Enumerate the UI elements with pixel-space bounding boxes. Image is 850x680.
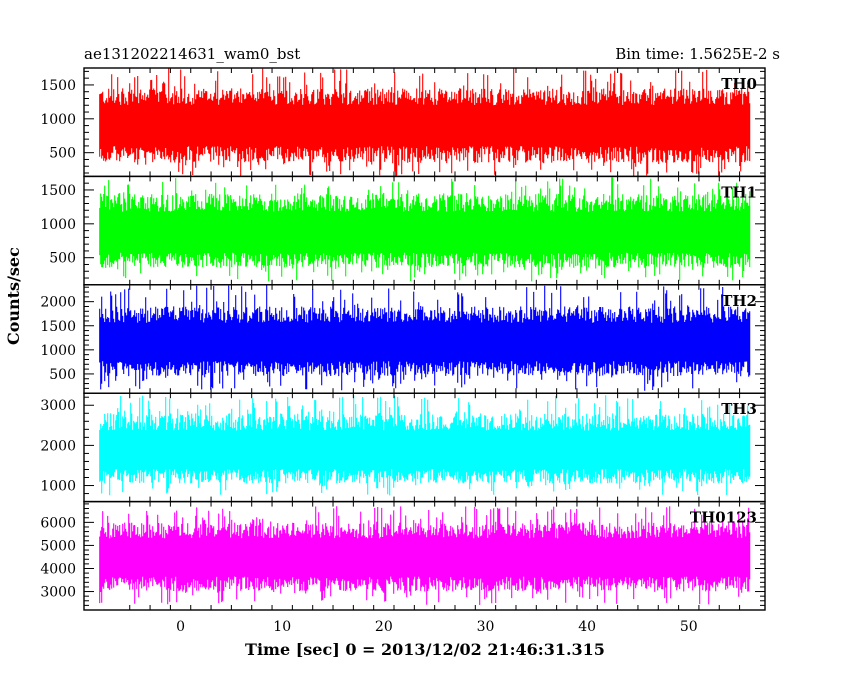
y-tick-label: 3000 bbox=[40, 585, 76, 601]
x-tick-label: 0 bbox=[176, 619, 185, 635]
y-tick-label: 1500 bbox=[40, 78, 76, 94]
panel-label-th0: TH0 bbox=[721, 75, 757, 93]
panel-label-th2: TH2 bbox=[721, 292, 757, 310]
y-tick-label: 4000 bbox=[40, 561, 76, 577]
series-th3 bbox=[99, 395, 751, 496]
x-axis-label: Time [sec] 0 = 2013/12/02 21:46:31.315 bbox=[245, 640, 605, 659]
x-tick-label: 40 bbox=[578, 619, 596, 635]
panel-label-th1: TH1 bbox=[721, 183, 757, 201]
y-tick-label: 500 bbox=[49, 251, 76, 267]
y-tick-label: 6000 bbox=[40, 515, 76, 531]
series-th2 bbox=[99, 285, 751, 391]
panel-label-th3: TH3 bbox=[721, 400, 757, 418]
chart-title: ae131202214631_wam0_bst bbox=[84, 45, 301, 63]
y-tick-label: 1000 bbox=[40, 112, 76, 128]
y-tick-label: 1000 bbox=[40, 217, 76, 233]
y-tick-label: 500 bbox=[49, 367, 76, 383]
series-th0 bbox=[99, 68, 751, 177]
panel-label-th0123: TH0123 bbox=[690, 509, 757, 527]
panel-frame-th0123 bbox=[83, 500, 766, 611]
x-tick-label: 10 bbox=[273, 619, 291, 635]
y-axis-label: Counts/sec bbox=[4, 247, 23, 345]
x-tick-label: 20 bbox=[375, 619, 393, 635]
x-tick-label: 50 bbox=[680, 619, 698, 635]
y-tick-label: 1500 bbox=[40, 183, 76, 199]
y-tick-label: 1500 bbox=[40, 319, 76, 335]
y-tick-label: 5000 bbox=[40, 538, 76, 554]
y-tick-label: 3000 bbox=[40, 398, 76, 414]
y-tick-label: 1000 bbox=[40, 479, 76, 495]
y-tick-label: 500 bbox=[49, 146, 76, 162]
y-tick-label: 1000 bbox=[40, 343, 76, 359]
y-tick-label: 2000 bbox=[40, 295, 76, 311]
series-th0123 bbox=[99, 506, 751, 605]
bin-time-label: Bin time: 1.5625E-2 s bbox=[615, 45, 780, 63]
x-tick-label: 30 bbox=[477, 619, 495, 635]
y-tick-label: 2000 bbox=[40, 438, 76, 454]
series-th1 bbox=[99, 176, 751, 282]
